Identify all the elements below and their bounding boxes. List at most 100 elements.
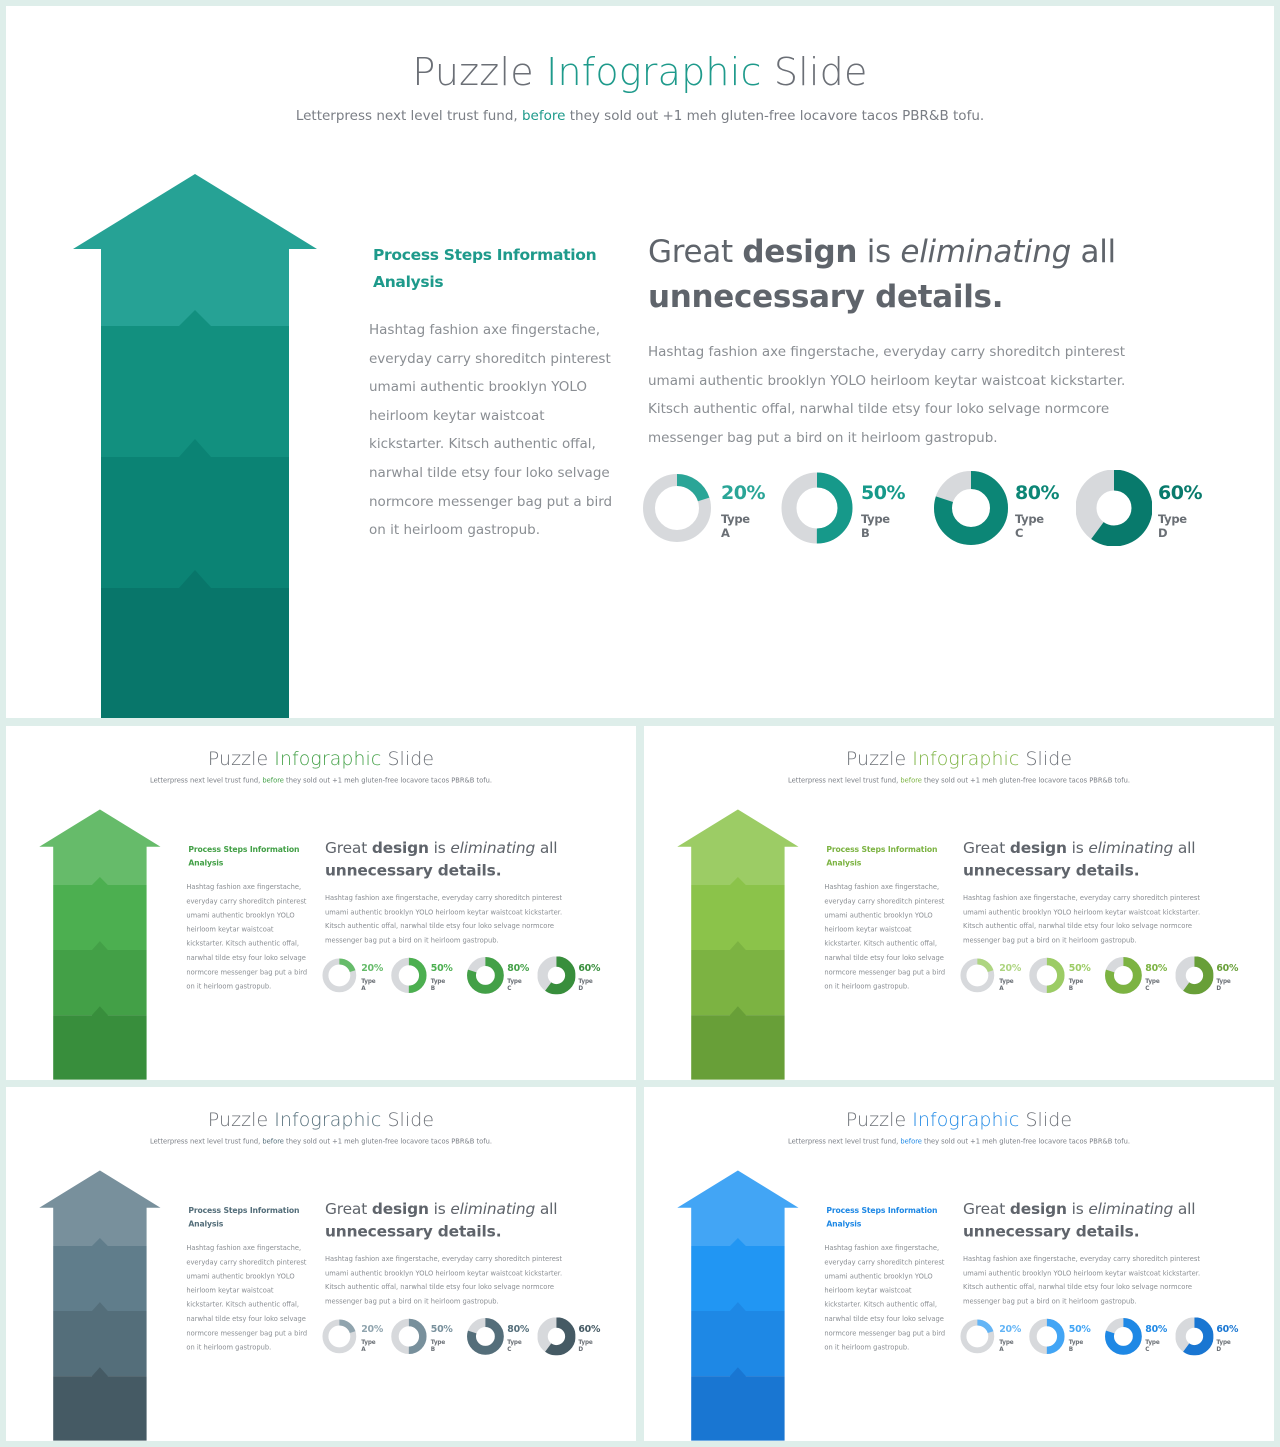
donut-value-arc bbox=[322, 958, 357, 993]
donut-ring bbox=[537, 956, 576, 995]
quote-p1: Great bbox=[648, 234, 743, 270]
donut-ring bbox=[1076, 470, 1152, 546]
quote-p6: unnecessary details. bbox=[324, 861, 502, 880]
slide-subtitle: Letterpress next level trust fund, befor… bbox=[6, 1138, 636, 1146]
title-part3: Slide bbox=[761, 50, 868, 94]
quote-heading: Great design is eliminating all unnecess… bbox=[963, 837, 1241, 882]
subtitle-part3: they sold out +1 meh gluten-free locavor… bbox=[921, 776, 1130, 785]
donut-percent-label: 50% bbox=[1068, 1323, 1091, 1335]
title-highlight: Infographic bbox=[274, 747, 382, 770]
donut-percent-label: 20% bbox=[999, 1323, 1022, 1335]
donut-ring bbox=[960, 1319, 995, 1354]
quote-p5: all bbox=[1173, 839, 1196, 858]
title-part1: Puzzle bbox=[845, 1108, 913, 1131]
slide-title: Puzzle Infographic Slide bbox=[644, 1109, 1274, 1131]
donut-percent-label: 60% bbox=[578, 962, 601, 974]
donut-type-label: Type D bbox=[1158, 512, 1187, 540]
side-heading: Process Steps Information Analysis bbox=[826, 1206, 938, 1229]
donut-percent-label: 80% bbox=[1015, 482, 1059, 504]
title-highlight: Infographic bbox=[912, 1108, 1020, 1131]
donut-type-label: Type B bbox=[430, 977, 446, 992]
donut-type-label: Type B bbox=[1068, 977, 1084, 992]
quote-heading: Great design is eliminating all unnecess… bbox=[325, 837, 603, 882]
subtitle-highlight: before bbox=[900, 1137, 922, 1146]
title-highlight: Infographic bbox=[274, 1108, 382, 1131]
donut-ring bbox=[1029, 957, 1065, 994]
donut-ring bbox=[391, 957, 427, 994]
subtitle-highlight: before bbox=[521, 108, 566, 124]
donut-percent-label: 20% bbox=[721, 482, 765, 504]
arrow-head-piece bbox=[677, 809, 799, 885]
subtitle-part1: Letterpress next level trust fund, bbox=[295, 108, 522, 124]
donut-value-arc bbox=[960, 958, 995, 993]
donut-percent-label: 60% bbox=[1216, 1323, 1239, 1335]
quote-p5: all bbox=[535, 839, 558, 858]
title-part1: Puzzle bbox=[207, 1108, 275, 1131]
slide-canvas: Puzzle Infographic Slide Letterpress nex… bbox=[6, 6, 1274, 718]
quote-p5: all bbox=[1173, 1200, 1196, 1219]
donut-ring bbox=[960, 958, 995, 993]
arrow-piece-4 bbox=[691, 1006, 785, 1080]
donut-type-label: Type C bbox=[507, 1338, 522, 1353]
donut-ring bbox=[643, 474, 711, 542]
arrow-piece-3 bbox=[691, 941, 785, 1016]
donut-percent-label: 80% bbox=[1145, 1323, 1168, 1335]
subtitle-part3: they sold out +1 meh gluten-free locavor… bbox=[283, 776, 492, 785]
donut-percent-label: 80% bbox=[507, 1323, 530, 1335]
quote-p3: is bbox=[1066, 839, 1089, 858]
donut-value-arc bbox=[1029, 1318, 1065, 1355]
quote-p3: is bbox=[1066, 1200, 1089, 1219]
donut-ring bbox=[934, 471, 1008, 545]
donut-type-label: Type D bbox=[1216, 1338, 1231, 1353]
donut-value-arc bbox=[537, 1317, 576, 1356]
slide-title: Puzzle Infographic Slide bbox=[6, 1109, 636, 1131]
slide-blue: Puzzle Infographic Slide Letterpress nex… bbox=[644, 1087, 1274, 1441]
donut-value-arc bbox=[1076, 470, 1152, 546]
side-body-text: Hashtag fashion axe fingerstache, everyd… bbox=[369, 322, 613, 539]
subtitle-part3: they sold out +1 meh gluten-free locavor… bbox=[565, 108, 985, 124]
donut-type-label: Type D bbox=[1216, 977, 1231, 992]
quote-p6: unnecessary details. bbox=[962, 861, 1140, 880]
slide-subtitle: Letterpress next level trust fund, befor… bbox=[644, 1138, 1274, 1146]
arrow-piece-2 bbox=[691, 1238, 785, 1312]
donut-ring bbox=[322, 1319, 357, 1354]
donut-ring bbox=[467, 1318, 504, 1355]
puzzle-arrow-graphic bbox=[677, 1170, 799, 1441]
title-part1: Puzzle bbox=[207, 747, 275, 770]
quote-p2: design bbox=[1009, 1200, 1067, 1219]
donut-ring bbox=[781, 472, 853, 544]
subtitle-part3: they sold out +1 meh gluten-free locavor… bbox=[283, 1137, 492, 1146]
quote-p5: all bbox=[1070, 234, 1117, 270]
donut-type-label: Type C bbox=[507, 977, 522, 992]
subtitle-part1: Letterpress next level trust fund, bbox=[787, 1137, 901, 1146]
donut-percent-label: 60% bbox=[1158, 482, 1202, 504]
donut-value-arc bbox=[537, 956, 576, 995]
subtitle-part1: Letterpress next level trust fund, bbox=[149, 1137, 263, 1146]
title-part3: Slide bbox=[1019, 1108, 1073, 1131]
donut-percent-label: 50% bbox=[430, 962, 453, 974]
quote-p2: design bbox=[1009, 839, 1067, 858]
donut-ring bbox=[391, 1318, 427, 1355]
arrow-head-piece bbox=[39, 809, 161, 885]
donut-percent-label: 50% bbox=[1068, 962, 1091, 974]
donut-type-label: Type D bbox=[578, 977, 593, 992]
side-body-text: Hashtag fashion axe fingerstache, everyd… bbox=[186, 882, 308, 991]
quote-p1: Great bbox=[324, 1200, 372, 1219]
donut-type-label: Type B bbox=[861, 512, 890, 540]
side-body-text: Hashtag fashion axe fingerstache, everyd… bbox=[824, 882, 946, 991]
title-part3: Slide bbox=[381, 1108, 435, 1131]
quote-p6: unnecessary details. bbox=[962, 1222, 1140, 1241]
side-heading: Process Steps Information Analysis bbox=[188, 845, 300, 868]
quote-p6: unnecessary details. bbox=[648, 279, 1004, 315]
quote-p4: eliminating bbox=[900, 234, 1071, 270]
quote-p6: unnecessary details. bbox=[324, 1222, 502, 1241]
arrow-piece-3 bbox=[101, 439, 289, 588]
quote-p2: design bbox=[371, 1200, 429, 1219]
slide-lightgreen: Puzzle Infographic Slide Letterpress nex… bbox=[644, 726, 1274, 1080]
arrow-piece-4 bbox=[53, 1367, 147, 1441]
arrow-head-piece bbox=[677, 1170, 799, 1246]
quote-heading: Great design is eliminating all unnecess… bbox=[325, 1198, 603, 1243]
subtitle-part1: Letterpress next level trust fund, bbox=[787, 776, 901, 785]
donut-percent-label: 20% bbox=[361, 962, 384, 974]
arrow-head-piece bbox=[39, 1170, 161, 1246]
